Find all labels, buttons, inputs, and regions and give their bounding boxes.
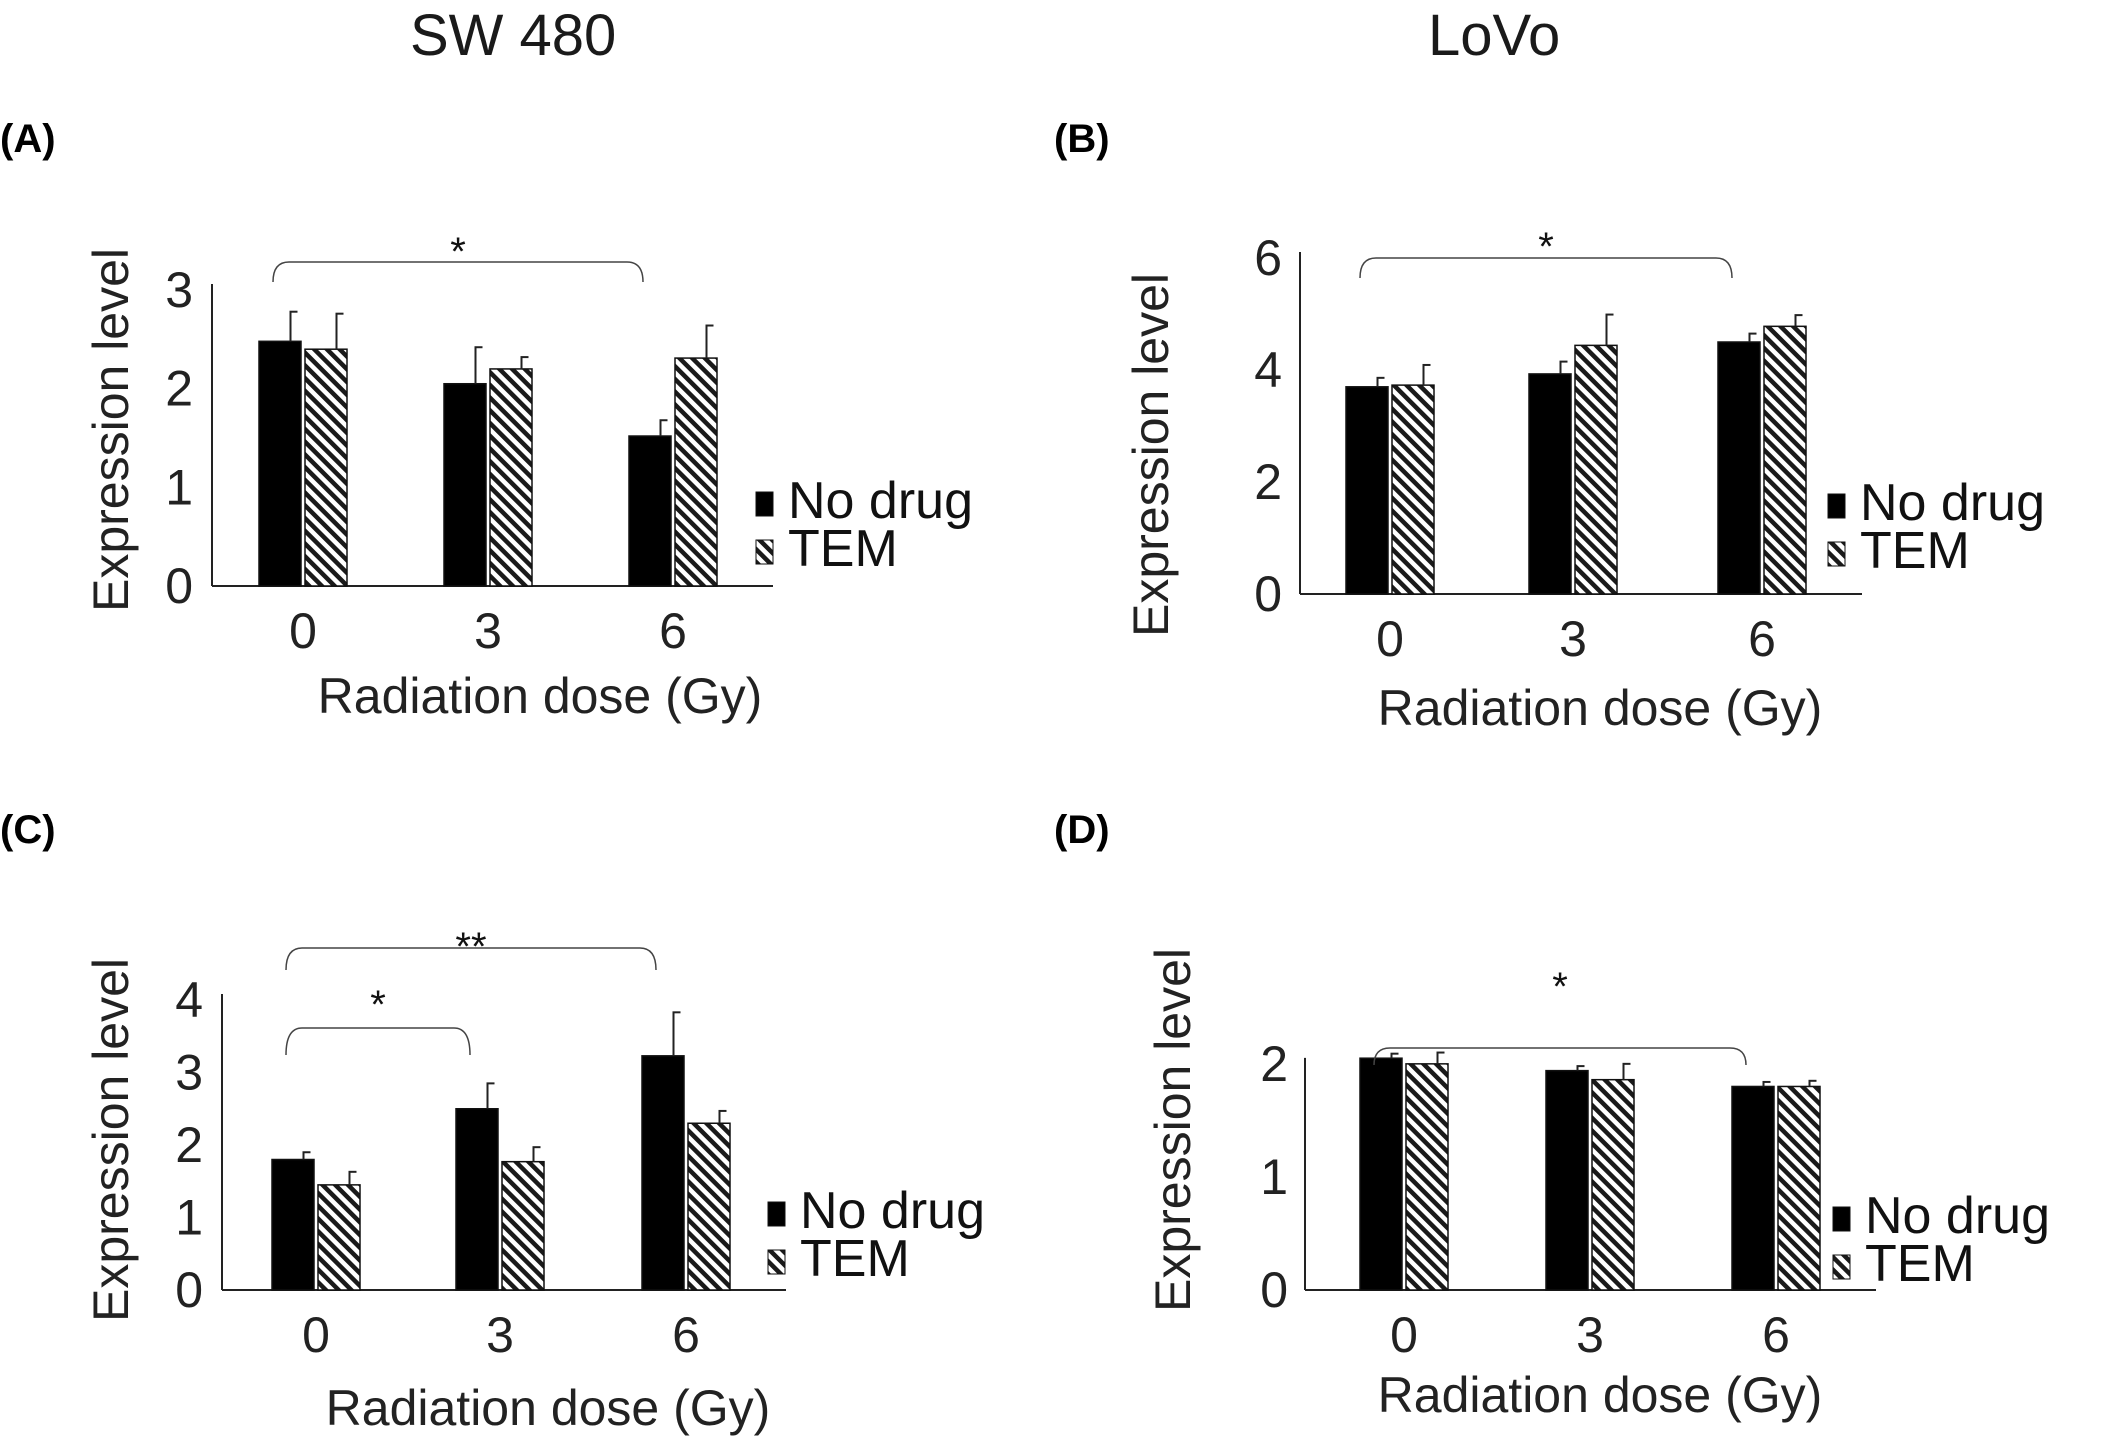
bar-tem (687, 1122, 731, 1291)
x-axis-label: Radiation dose (Gy) (1378, 680, 1823, 736)
x-tick-label: 6 (659, 603, 687, 659)
bar-no-drug (1528, 373, 1572, 595)
legend-swatch-no-drug (1827, 493, 1846, 519)
y-tick-label: 2 (175, 1117, 203, 1173)
bar-tem (317, 1184, 361, 1291)
x-tick-label: 3 (1576, 1307, 1604, 1363)
panel-label: (A) (0, 117, 56, 161)
legend-label: TEM (800, 1230, 910, 1288)
x-tick-label: 0 (1390, 1307, 1418, 1363)
legend-swatch-tem (1832, 1254, 1851, 1280)
significance-label: * (370, 983, 386, 1027)
bar-no-drug (1359, 1057, 1403, 1291)
y-tick-label: 2 (1260, 1036, 1288, 1092)
chart-panel-b: (B) 0 2 4 6 0 3 6 Radiation dose (Gy) Expression … (1054, 117, 2045, 736)
legend-label: No drug (1865, 1187, 2050, 1245)
bar-no-drug (628, 435, 672, 587)
bar-tem (501, 1160, 545, 1291)
bar-tem (1763, 325, 1807, 595)
y-axis-label: Expression level (1145, 948, 1201, 1312)
bar-no-drug (271, 1158, 315, 1291)
legend-swatch-no-drug (755, 491, 774, 517)
y-tick-label: 0 (175, 1262, 203, 1318)
x-tick-label: 0 (289, 603, 317, 659)
bar-tem (674, 357, 718, 587)
legend-label: TEM (1865, 1235, 1975, 1293)
x-axis-label: Radiation dose (Gy) (1378, 1367, 1823, 1423)
y-tick-label: 0 (1260, 1262, 1288, 1318)
legend-label: No drug (788, 472, 973, 530)
bar-no-drug (1545, 1069, 1589, 1291)
x-tick-label: 0 (1376, 611, 1404, 667)
legend-swatch-tem (755, 539, 774, 565)
legend-label: TEM (788, 520, 898, 578)
y-tick-label: 1 (175, 1190, 203, 1246)
bar-tem (1591, 1078, 1635, 1291)
bar-tem (1574, 344, 1618, 595)
significance-bracket (1373, 1047, 1747, 1066)
x-tick-label: 0 (302, 1307, 330, 1363)
y-tick-label: 6 (1254, 230, 1282, 286)
legend-swatch-tem (1827, 541, 1846, 567)
legend-label: TEM (1860, 522, 1970, 580)
bar-no-drug (1717, 341, 1761, 595)
x-tick-label: 6 (1762, 1307, 1790, 1363)
x-tick-label: 3 (1559, 611, 1587, 667)
y-axis-label: Expression level (83, 248, 139, 612)
legend-label: No drug (1860, 474, 2045, 532)
bar-no-drug (455, 1108, 499, 1291)
x-tick-label: 3 (486, 1307, 514, 1363)
column-title-sw480: SW 480 (410, 3, 617, 68)
significance-bracket (285, 1027, 471, 1056)
significance-label: * (1552, 965, 1568, 1009)
significance-bracket (1359, 257, 1733, 279)
y-tick-label: 0 (1254, 566, 1282, 622)
panel-label: (C) (0, 808, 56, 852)
legend-label: No drug (800, 1182, 985, 1240)
y-tick-label: 1 (1260, 1149, 1288, 1205)
panel-label: (B) (1054, 117, 1110, 161)
significance-label: * (450, 230, 466, 274)
y-axis-label: Expression level (83, 958, 139, 1322)
y-tick-label: 3 (175, 1045, 203, 1101)
bar-tem (489, 368, 533, 587)
chart-panel-c: (C) 0 1 2 3 4 0 3 6 Radiation dose (Gy) Expression… (0, 808, 985, 1436)
legend-swatch-no-drug (767, 1201, 786, 1227)
bar-tem (1391, 384, 1435, 595)
legend-swatch-no-drug (1832, 1206, 1851, 1232)
y-tick-label: 1 (165, 459, 193, 515)
x-tick-label: 6 (672, 1307, 700, 1363)
y-tick-label: 2 (165, 361, 193, 417)
y-axis-label: Expression level (1123, 273, 1179, 637)
significance-label: ** (455, 925, 486, 969)
panel-label: (D) (1054, 808, 1110, 852)
bar-no-drug (641, 1055, 685, 1291)
x-tick-label: 6 (1748, 611, 1776, 667)
chart-panel-a: (A) 0 1 2 3 0 3 6 Radiation dose (Gy) Expression … (0, 117, 973, 724)
bar-no-drug (443, 382, 487, 587)
y-tick-label: 4 (1254, 342, 1282, 398)
bar-no-drug (1345, 386, 1389, 595)
bar-tem (1777, 1085, 1821, 1291)
bar-no-drug (1731, 1085, 1775, 1291)
y-tick-label: 4 (175, 972, 203, 1028)
column-title-lovo: LoVo (1428, 3, 1561, 68)
significance-label: * (1538, 225, 1554, 269)
x-axis-label: Radiation dose (Gy) (326, 1380, 771, 1436)
bar-tem (1405, 1063, 1449, 1291)
significance-bracket (272, 261, 644, 283)
y-tick-label: 0 (165, 558, 193, 614)
legend-swatch-tem (767, 1249, 786, 1275)
significance-bracket (285, 947, 657, 971)
x-axis-label: Radiation dose (Gy) (318, 668, 763, 724)
y-tick-label: 2 (1254, 454, 1282, 510)
y-tick-label: 3 (165, 262, 193, 318)
x-tick-label: 3 (474, 603, 502, 659)
bar-no-drug (258, 340, 302, 587)
bar-tem (304, 348, 348, 587)
